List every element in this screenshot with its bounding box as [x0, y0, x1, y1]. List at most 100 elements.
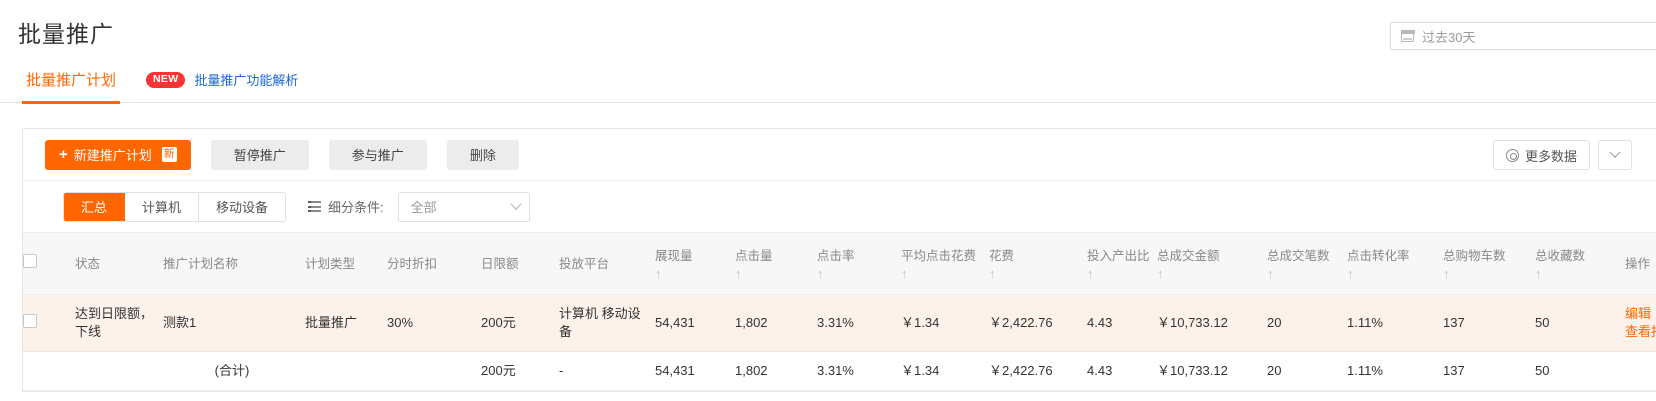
join-promotion-button[interactable]: 参与推广	[328, 139, 427, 170]
sort-arrow-icon: ↑	[901, 265, 908, 281]
gear-icon	[1505, 148, 1519, 162]
cell-status: 达到日限额，下线	[75, 294, 163, 352]
header-platform: 投放平台	[559, 232, 655, 295]
total-select-cell	[23, 351, 75, 391]
calendar-icon	[1400, 29, 1415, 42]
chevron-down-icon	[510, 198, 522, 210]
subcondition-label: 细分条件:	[328, 200, 384, 215]
header-gmv[interactable]: 总成交金额 ↑	[1157, 232, 1267, 295]
total-platform: -	[559, 351, 655, 391]
device-segment-control: 汇总 计算机 移动设备	[63, 191, 287, 222]
sort-arrow-icon: ↑	[1267, 265, 1274, 281]
header-actions: 操作	[1625, 232, 1656, 295]
date-range-value: 过去30天	[1422, 29, 1476, 45]
cell-hour-discount[interactable]: 30%	[387, 294, 481, 352]
total-cvr: 1.11%	[1347, 351, 1443, 391]
row-checkbox[interactable]	[23, 313, 37, 328]
header-plan-name: 推广计划名称	[163, 232, 305, 295]
new-feature-badge: 新	[161, 147, 177, 162]
header-status: 状态	[75, 232, 163, 295]
toolbar-right-group: 更多数据	[1492, 140, 1632, 170]
header-hour-discount: 分时折扣	[387, 232, 481, 295]
tab-label: 批量推广计划	[26, 72, 117, 89]
page-title: 批量推广	[18, 21, 114, 48]
total-hour-discount	[387, 351, 481, 391]
cell-ctr: 3.31%	[817, 294, 901, 352]
content-panel: + 新建推广计划 新 暂停推广 参与推广 删除 更多数据 汇总 计算机	[22, 128, 1656, 392]
chevron-down-icon	[1609, 146, 1621, 158]
segment-computer[interactable]: 计算机	[125, 192, 200, 221]
sort-arrow-icon: ↑	[1535, 265, 1542, 281]
total-orders: 20	[1267, 351, 1347, 391]
total-roi: 4.43	[1087, 351, 1157, 391]
promotion-plan-table: 状态 推广计划名称 计划类型 分时折扣 日限额 投放平台 展现量 ↑ 点击量 ↑ 点…	[23, 232, 1656, 391]
date-range-picker[interactable]: 过去30天	[1390, 22, 1656, 50]
cell-plan-name[interactable]: 测款1	[163, 294, 305, 352]
header-orders[interactable]: 总成交笔数 ↑	[1267, 232, 1347, 295]
header-ctr[interactable]: 点击率 ↑	[817, 232, 901, 295]
tab-batch-promotion-guide[interactable]: 批量推广功能解析	[194, 73, 299, 88]
table-row[interactable]: 达到日限额，下线 测款1 批量推广 30% 200元 计算机 移动设备 54,4…	[23, 294, 1656, 352]
subcondition-select[interactable]: 全部	[397, 191, 530, 222]
row-select-cell	[23, 294, 75, 352]
segment-summary[interactable]: 汇总	[64, 192, 126, 221]
segment-mobile[interactable]: 移动设备	[199, 192, 286, 221]
tab-bar: 批量推广计划 NEW 批量推广功能解析	[0, 62, 1656, 104]
sort-arrow-icon: ↑	[989, 265, 996, 281]
delete-button[interactable]: 删除	[446, 139, 519, 170]
sort-arrow-icon: ↑	[735, 265, 742, 281]
action-view-report[interactable]: 查看报表	[1625, 324, 1656, 339]
more-data-label: 更多数据	[1524, 148, 1577, 164]
total-favorites: 50	[1535, 351, 1625, 391]
filter-bar: 汇总 计算机 移动设备 细分条件: 全部	[23, 181, 1656, 232]
more-data-button[interactable]: 更多数据	[1492, 140, 1590, 170]
total-plan-type	[305, 351, 387, 391]
subcondition-group: 细分条件:	[308, 197, 384, 216]
tab-feature-guide-wrap: NEW 批量推广功能解析	[142, 62, 302, 100]
collapse-toggle-button[interactable]	[1598, 140, 1632, 170]
cell-plan-type: 批量推广	[305, 294, 387, 352]
cell-cost: ￥2,422.76	[989, 294, 1087, 352]
total-gmv: ￥10,733.12	[1157, 351, 1267, 391]
subcondition-select-value: 全部	[410, 200, 437, 215]
total-impressions: 54,431	[655, 351, 735, 391]
pause-promotion-button[interactable]: 暂停推广	[210, 139, 309, 170]
header-cost[interactable]: 花费 ↑	[989, 232, 1087, 295]
header-select-all	[23, 232, 75, 295]
total-actions	[1625, 351, 1656, 391]
table-total-row: (合计) 200元 - 54,431 1,802 3.31% ￥1.34 ￥2,…	[23, 351, 1656, 391]
header-daily-budget: 日限额	[481, 232, 559, 295]
total-cost: ￥2,422.76	[989, 351, 1087, 391]
header-cvr[interactable]: 点击转化率 ↑	[1347, 232, 1443, 295]
tab-batch-promotion-plan[interactable]: 批量推广计划	[22, 62, 121, 104]
header-plan-type: 计划类型	[305, 232, 387, 295]
total-clicks: 1,802	[735, 351, 817, 391]
header-impressions[interactable]: 展现量 ↑	[655, 232, 735, 295]
new-badge: NEW	[146, 71, 186, 88]
create-plan-button[interactable]: + 新建推广计划 新	[45, 139, 191, 170]
header-favorites[interactable]: 总收藏数 ↑	[1535, 232, 1625, 295]
total-carts: 137	[1443, 351, 1535, 391]
header-clicks[interactable]: 点击量 ↑	[735, 232, 817, 295]
sort-arrow-icon: ↑	[1087, 265, 1094, 281]
sort-arrow-icon: ↑	[817, 265, 824, 281]
cell-favorites: 50	[1535, 294, 1625, 352]
cell-platform[interactable]: 计算机 移动设备	[559, 294, 655, 352]
cell-avg-cpc: ￥1.34	[901, 294, 989, 352]
header-roi[interactable]: 投入产出比 ↑	[1087, 232, 1157, 295]
cell-roi: 4.43	[1087, 294, 1157, 352]
total-plan-name: (合计)	[163, 351, 305, 391]
cell-clicks: 1,802	[735, 294, 817, 352]
sort-arrow-icon: ↑	[1347, 265, 1354, 281]
table-header-row: 状态 推广计划名称 计划类型 分时折扣 日限额 投放平台 展现量 ↑ 点击量 ↑ 点…	[23, 232, 1656, 295]
action-edit[interactable]: 编辑	[1625, 306, 1652, 321]
cell-daily-budget[interactable]: 200元	[481, 294, 559, 352]
sort-arrow-icon: ↑	[1443, 265, 1450, 281]
total-status	[75, 351, 163, 391]
header-avg-cpc[interactable]: 平均点击花费 ↑	[901, 232, 989, 295]
select-all-checkbox[interactable]	[23, 254, 37, 268]
plus-icon: +	[59, 146, 68, 163]
cell-impressions: 54,431	[655, 294, 735, 352]
header-carts[interactable]: 总购物车数 ↑	[1443, 232, 1535, 295]
total-daily-budget: 200元	[481, 351, 559, 391]
